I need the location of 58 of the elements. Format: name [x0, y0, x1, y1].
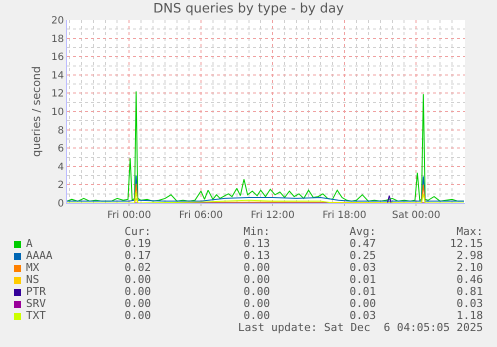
text: 0.01 [350, 285, 376, 298]
text: Avg: [350, 225, 376, 238]
text: 0.13 [244, 237, 270, 250]
legend-label: TXT [26, 309, 46, 322]
y-tick-label: 14 [51, 70, 64, 82]
text: 0.81 [456, 285, 483, 298]
text: 12.15 [450, 237, 483, 250]
x-tick-label: Sat 00:00 [392, 210, 440, 221]
y-axis-title: queries / second [30, 66, 43, 157]
text: 0.00 [124, 273, 151, 286]
y-tick-label: 6 [58, 144, 64, 155]
text: Cur: [124, 225, 151, 238]
y-tick-label: 8 [58, 125, 64, 136]
text: 0.00 [124, 285, 151, 298]
y-tick-label: 2 [58, 180, 64, 192]
y-tick-label: 0 [58, 198, 64, 210]
text: 0.00 [244, 273, 270, 286]
text: 0.13 [244, 249, 270, 262]
y-tick-label: 4 [58, 162, 64, 173]
x-tick-label: Fri 12:00 [250, 210, 295, 221]
text: 0.00 [244, 309, 270, 322]
text: 2.98 [456, 249, 483, 262]
text: 0.25 [350, 249, 376, 262]
text: 0.19 [124, 237, 151, 250]
text: Max: [456, 225, 483, 238]
text: 0.02 [124, 261, 151, 274]
text: Min: [244, 225, 270, 238]
y-tick-label: 12 [51, 88, 64, 100]
text: 0.46 [456, 273, 483, 286]
legend-label: MX [26, 261, 40, 274]
text: Last update: Sat Dec 6 04:05:05 2025 [238, 321, 483, 334]
x-tick-label: Fri 06:00 [178, 210, 223, 221]
y-tick-label: 20 [51, 16, 64, 26]
legend-label: PTR [26, 285, 46, 298]
chart-title: DNS queries by type - by day [153, 1, 344, 16]
text: 0.01 [350, 273, 376, 286]
text: 0.00 [244, 297, 270, 310]
text: 0.17 [124, 249, 151, 262]
text: 0.00 [124, 309, 151, 322]
text: 0.47 [350, 237, 376, 250]
text: 0.03 [350, 261, 376, 274]
text: 1.18 [456, 309, 483, 322]
x-tick-label: Fri 00:00 [107, 210, 152, 221]
text: 0.03 [350, 309, 376, 322]
x-tick-label: Fri 18:00 [322, 210, 366, 221]
y-tick-label: 10 [51, 107, 64, 118]
legend-label: AAAA [26, 249, 52, 262]
text: 0.00 [244, 261, 270, 274]
text: 2.10 [456, 261, 483, 274]
text: 0.00 [124, 297, 151, 310]
text: 0.00 [350, 297, 376, 310]
legend-label: SRV [26, 297, 46, 310]
text: 0.03 [456, 297, 483, 310]
legend-label: NS [26, 273, 40, 286]
y-tick-label: 18 [51, 34, 64, 45]
y-tick-label: 16 [51, 52, 64, 64]
text: 0.00 [244, 285, 270, 298]
legend-label: A [26, 237, 33, 250]
